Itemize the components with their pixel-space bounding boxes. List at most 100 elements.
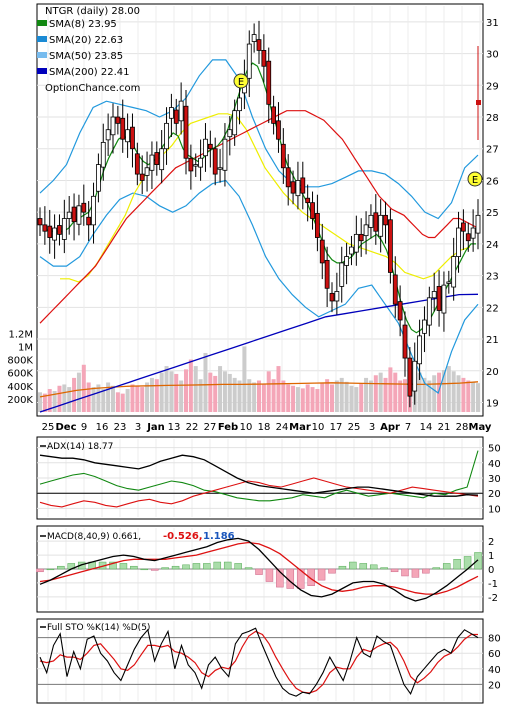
candle-body (251, 34, 257, 42)
macd-histogram-bar (317, 568, 326, 581)
candle-body (465, 233, 471, 242)
volume-bar (305, 384, 310, 412)
x-tick-label: 17 (330, 422, 343, 433)
macd-histogram-bar (130, 565, 138, 570)
x-tick-label: 18 (258, 422, 271, 433)
volume-bar (125, 389, 130, 412)
candle-body (339, 262, 345, 287)
candle-body (300, 177, 306, 194)
volume-bar (76, 372, 81, 412)
adx-tick-label: 30 (488, 474, 501, 485)
volume-bar (271, 379, 276, 412)
volume-bar (91, 387, 96, 412)
candle-body (368, 214, 374, 228)
legend-sma50: SMA(50) 23.85 (49, 51, 123, 62)
candle-body (363, 224, 369, 237)
x-tick-label: 13 (168, 422, 181, 433)
candle-body (193, 164, 199, 167)
macd-histogram-bar (296, 568, 305, 589)
volume-bar (135, 385, 140, 412)
volume-bar (388, 367, 393, 412)
candle-body (86, 216, 92, 226)
volume-bar (62, 384, 67, 412)
volume-bar (276, 366, 281, 412)
macd-histogram-bar (234, 563, 242, 570)
candle-body (276, 120, 281, 140)
volume-bar (257, 380, 261, 412)
volume-bar (378, 372, 383, 412)
volume-bar (349, 385, 354, 412)
candle-body (139, 173, 145, 181)
volume-bar (417, 372, 422, 412)
candle-body (329, 292, 335, 302)
macd-histogram-bar (453, 559, 461, 570)
volume-bar (130, 384, 135, 412)
macd-histogram-bar (57, 565, 65, 570)
candle-body (91, 195, 96, 226)
candle-body (422, 319, 427, 334)
price-tick-label: 26 (486, 176, 499, 187)
volume-bar (310, 387, 315, 412)
volume-bar (466, 380, 471, 412)
candle-body (314, 213, 320, 238)
x-tick-label: 23 (114, 422, 127, 433)
candle-body (319, 239, 325, 264)
volume-bar (159, 372, 164, 412)
x-tick-label: 14 (420, 422, 433, 433)
volume-bar (145, 382, 150, 412)
macd-tick-label: -1 (488, 579, 498, 590)
candle-body (227, 129, 233, 138)
macd-histogram-bar (359, 563, 368, 570)
macd-tick-label: -2 (488, 593, 498, 604)
x-tick-label: 3 (369, 422, 375, 433)
chart-title: NTGR (daily) 28.00 (45, 6, 140, 17)
macd-histogram-bar (349, 561, 357, 570)
candle-body (383, 214, 388, 226)
stochastic-k-line (39, 627, 479, 697)
last-price-marker (476, 100, 481, 105)
candle-body (460, 222, 466, 232)
volume-bar (42, 393, 47, 412)
macd-histogram-bar (119, 563, 128, 570)
x-tick-label: Dec (55, 422, 76, 433)
volume-bar (232, 377, 237, 412)
legend: SMA(8) 23.95 SMA(20) 22.63 SMA(50) 23.85… (37, 19, 130, 78)
volume-bar (203, 352, 208, 412)
volume-bar (295, 387, 300, 412)
volume-bar (456, 375, 461, 412)
volume-bar (325, 379, 330, 412)
candle-body (203, 138, 208, 157)
volume-bars (38, 346, 480, 412)
candle-body (358, 233, 364, 242)
macd-histogram-bar (150, 568, 159, 571)
volume-bar (101, 389, 106, 412)
macd-histogram-bar (203, 563, 211, 570)
adx-tick-label: 10 (488, 504, 501, 515)
volume-bar (38, 392, 42, 412)
volume-bar (334, 380, 339, 412)
price-tick-label: 31 (486, 18, 499, 29)
candle-body (76, 205, 82, 225)
macd-histogram-bar (307, 568, 315, 586)
candle-body (349, 246, 354, 255)
volume-tick-label: 200K (7, 395, 33, 406)
volume-bar (373, 375, 378, 412)
x-tick-label: 25 (42, 422, 55, 433)
adx-minus-di-line (39, 477, 479, 508)
candle-body (353, 233, 359, 253)
candle-body (173, 109, 179, 124)
volume-tick-label: 1.2M (8, 329, 33, 340)
adx-line (39, 454, 479, 497)
volume-bar (437, 372, 442, 412)
volume-bar (427, 380, 432, 412)
macd-hist-label: 1.186 (203, 531, 235, 542)
candle-body (232, 110, 238, 136)
candle-body (290, 181, 296, 194)
x-tick-label: 22 (186, 422, 199, 433)
candle-body (456, 227, 461, 257)
candle-body (446, 281, 452, 284)
volume-bar (193, 366, 198, 412)
price-tick-label: 25 (486, 208, 499, 219)
